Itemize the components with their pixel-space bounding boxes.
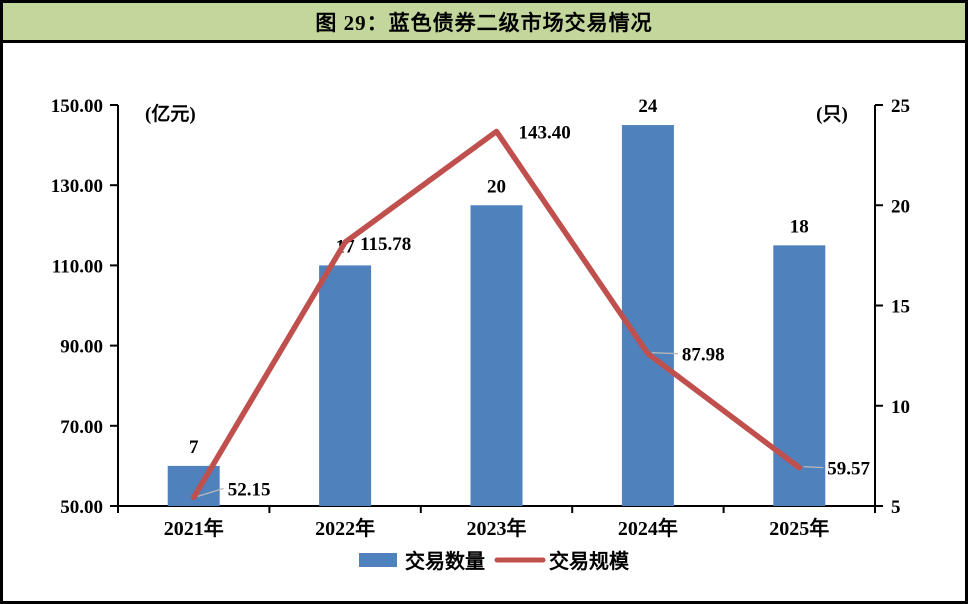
- bar: [470, 205, 523, 506]
- leader-line: [803, 465, 824, 469]
- bar: [621, 125, 674, 507]
- bar-value-label: 18: [790, 216, 809, 237]
- line-point-label: 52.15: [228, 479, 271, 500]
- unit-label-left: (亿元): [145, 102, 196, 125]
- y-right-tick-label: 25: [891, 96, 910, 117]
- y-right-tick-label: 5: [891, 497, 901, 518]
- chart-region: 150.00 130.00 110.00 90.00 70.00 50.00 25 20 15 1…: [3, 43, 965, 598]
- leader-line: [651, 352, 678, 355]
- bar: [773, 245, 826, 506]
- y-right-tick-label: 10: [891, 397, 910, 418]
- x-axis-label: 2021年: [164, 516, 224, 540]
- figure-title-bar: 图 29：蓝色债券二级市场交易情况: [3, 3, 965, 43]
- line-point-label: 115.78: [360, 234, 411, 255]
- trend-line: [190, 128, 803, 501]
- line-point-label: 143.40: [519, 122, 571, 143]
- y-right-tick-label: 20: [891, 196, 910, 217]
- y-left-tick-label: 150.00: [51, 96, 103, 117]
- unit-label-right: (只): [816, 104, 848, 125]
- line-point-label: 87.98: [682, 345, 725, 366]
- bar-value-label: 24: [638, 96, 658, 117]
- y-left-tick-label: 70.00: [60, 417, 103, 438]
- line-point-label: 59.57: [827, 459, 870, 480]
- y-left-tick-label: 50.00: [60, 497, 103, 518]
- x-axis-label: 2025年: [769, 516, 829, 540]
- legend-label-line: 交易规模: [549, 549, 630, 573]
- x-axis-label: 2024年: [618, 516, 678, 540]
- x-axis-label: 2023年: [467, 516, 527, 540]
- y-left-tick-label: 110.00: [52, 256, 103, 277]
- leader-line: [197, 487, 224, 497]
- y-left-tick-label: 90.00: [60, 337, 103, 358]
- legend-label-bar: 交易数量: [405, 549, 485, 573]
- legend-swatch-bar: [359, 553, 397, 567]
- bar-value-label: 20: [487, 176, 506, 197]
- combo-chart: 150.00 130.00 110.00 90.00 70.00 50.00 25 20 15 1…: [51, 96, 910, 573]
- y-left-tick-label: 130.00: [51, 176, 103, 197]
- figure-title: 图 29：蓝色债券二级市场交易情况: [315, 10, 653, 35]
- y-right-tick-label: 15: [891, 297, 910, 318]
- bar: [319, 265, 372, 506]
- x-axis-label: 2022年: [315, 516, 375, 540]
- bar-value-label: 7: [189, 437, 199, 458]
